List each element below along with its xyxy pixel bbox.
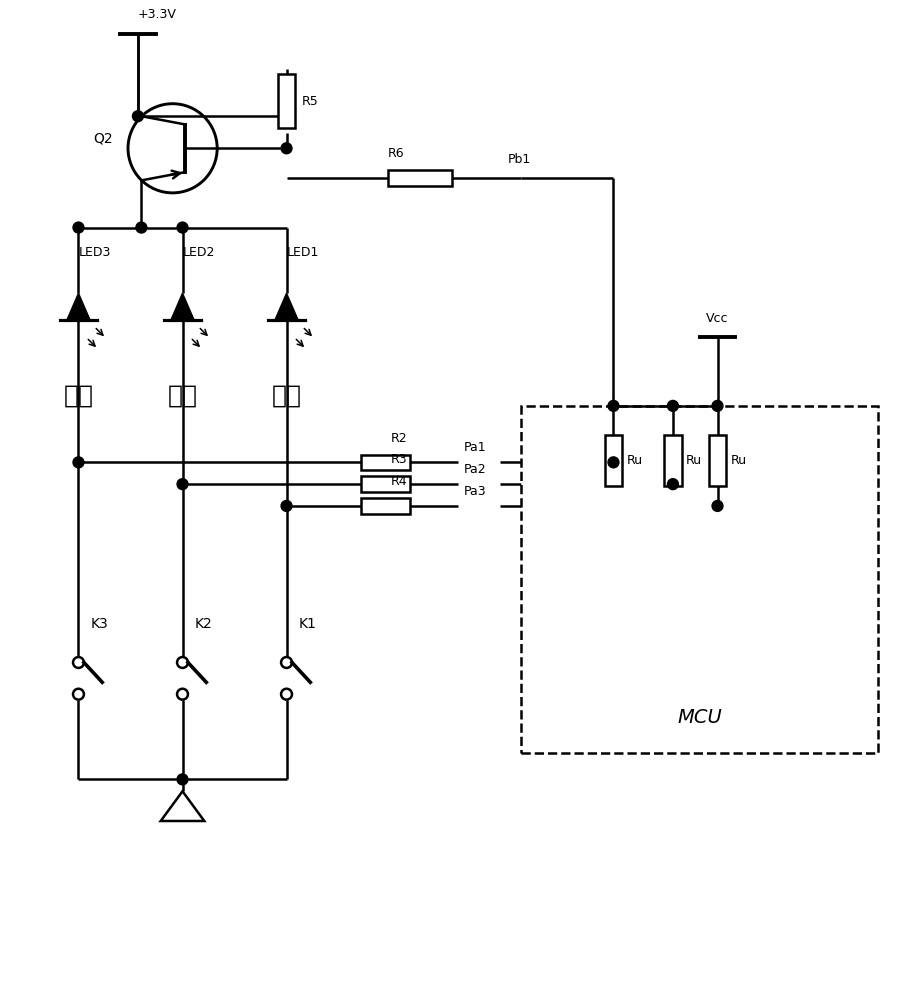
Text: Q2: Q2 [94, 131, 113, 145]
Bar [708, 435, 726, 486]
Circle shape [73, 457, 84, 468]
Polygon shape [171, 293, 194, 320]
Text: 故障: 故障 [64, 384, 94, 408]
Text: Pb1: Pb1 [508, 153, 531, 166]
Circle shape [712, 400, 723, 411]
Bar [361, 455, 410, 470]
Text: R3: R3 [391, 453, 407, 466]
Text: Pa3: Pa3 [464, 485, 487, 498]
Circle shape [281, 143, 292, 154]
Circle shape [712, 500, 723, 511]
Bar [521, 406, 878, 753]
Text: LED3: LED3 [78, 246, 111, 259]
Text: R5: R5 [302, 95, 318, 108]
Bar [605, 435, 623, 486]
Text: K1: K1 [299, 617, 316, 631]
Bar [388, 170, 453, 186]
Polygon shape [274, 293, 298, 320]
Text: K2: K2 [194, 617, 212, 631]
Circle shape [668, 400, 679, 411]
Text: MCU: MCU [678, 708, 722, 727]
Circle shape [177, 222, 188, 233]
Text: K3: K3 [90, 617, 108, 631]
Text: R4: R4 [391, 475, 407, 488]
Circle shape [177, 479, 188, 490]
Bar [664, 435, 682, 486]
Text: Vcc: Vcc [706, 312, 729, 325]
Text: Ru: Ru [731, 454, 746, 467]
Text: +3.3V: +3.3V [138, 8, 176, 21]
Circle shape [281, 500, 292, 511]
Text: LED2: LED2 [183, 246, 215, 259]
Circle shape [608, 400, 619, 411]
Text: Ru: Ru [626, 454, 643, 467]
Text: Pa2: Pa2 [464, 463, 487, 476]
Circle shape [668, 479, 679, 490]
Bar [361, 498, 410, 514]
Polygon shape [67, 293, 90, 320]
Text: 保护: 保护 [167, 384, 197, 408]
Text: Pa1: Pa1 [464, 441, 487, 454]
Circle shape [608, 457, 619, 468]
Bar [278, 74, 295, 128]
Text: R2: R2 [391, 432, 407, 445]
Circle shape [177, 774, 188, 785]
Text: 运行: 运行 [272, 384, 302, 408]
Text: Ru: Ru [686, 454, 702, 467]
Bar [361, 476, 410, 492]
Circle shape [136, 222, 147, 233]
Circle shape [132, 111, 143, 122]
Text: R6: R6 [388, 147, 405, 160]
Text: LED1: LED1 [286, 246, 319, 259]
Circle shape [73, 222, 84, 233]
